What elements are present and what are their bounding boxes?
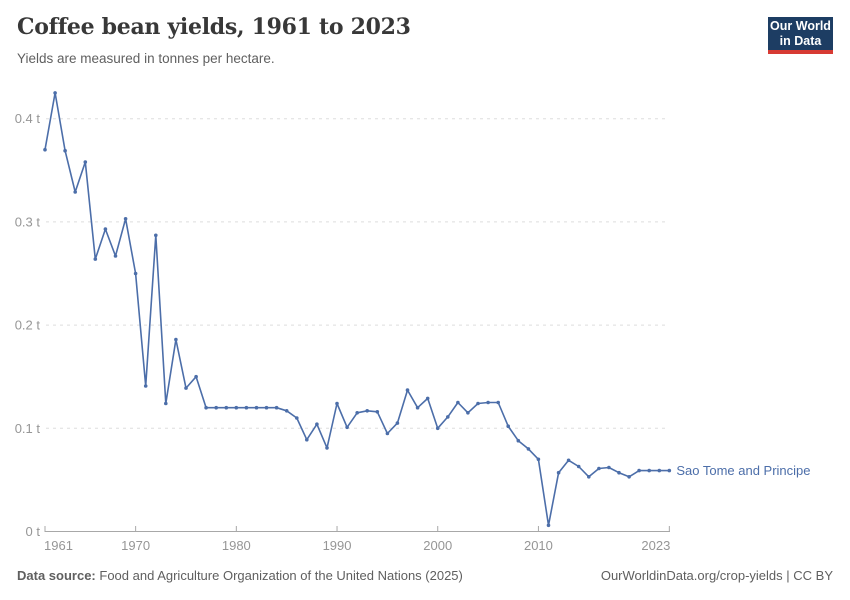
data-point[interactable] <box>647 468 651 473</box>
data-point[interactable] <box>315 422 319 427</box>
data-point[interactable] <box>576 464 581 469</box>
data-point[interactable] <box>274 405 279 410</box>
data-point[interactable] <box>164 401 168 406</box>
data-point[interactable] <box>123 217 128 221</box>
chart-footer: Data source: Food and Agriculture Organi… <box>17 568 833 583</box>
data-point[interactable] <box>284 409 289 413</box>
data-point[interactable] <box>657 468 662 473</box>
data-point[interactable] <box>536 457 541 462</box>
x-axis-tick-label: 2023 <box>641 538 670 553</box>
data-point[interactable] <box>546 523 551 528</box>
data-source-text: Food and Agriculture Organization of the… <box>99 568 463 583</box>
data-point[interactable] <box>174 337 178 342</box>
data-point[interactable] <box>53 91 57 95</box>
y-axis-tick-label: 0.4 t <box>15 111 41 126</box>
data-point[interactable] <box>405 388 410 392</box>
data-point[interactable] <box>446 415 450 419</box>
owid-logo-line1: Our World <box>770 19 831 33</box>
data-point[interactable] <box>627 475 631 479</box>
y-axis-tick-label: 0.2 t <box>15 318 41 333</box>
data-point[interactable] <box>214 405 218 410</box>
credit-link[interactable]: OurWorldinData.org/crop-yields | CC BY <box>600 568 833 583</box>
data-point[interactable] <box>345 425 349 430</box>
data-point[interactable] <box>435 426 440 431</box>
data-point[interactable] <box>194 374 198 379</box>
data-point[interactable] <box>335 401 339 406</box>
data-point[interactable] <box>133 271 138 276</box>
data-point[interactable] <box>325 446 329 450</box>
data-point[interactable] <box>667 468 672 473</box>
data-point[interactable] <box>113 254 118 258</box>
series-label[interactable]: Sao Tome and Principe <box>676 463 810 478</box>
data-point[interactable] <box>234 405 239 410</box>
data-point[interactable] <box>43 147 47 152</box>
data-point[interactable] <box>617 470 621 475</box>
data-point[interactable] <box>103 227 108 231</box>
data-point[interactable] <box>597 466 601 471</box>
data-source: Data source: Food and Agriculture Organi… <box>17 568 463 583</box>
data-point[interactable] <box>204 405 208 410</box>
x-axis-tick-label: 2000 <box>423 538 452 553</box>
data-point[interactable] <box>83 160 88 164</box>
data-point[interactable] <box>184 386 188 390</box>
data-point[interactable] <box>587 475 591 479</box>
y-axis-tick-label: 0.1 t <box>15 421 41 436</box>
x-axis-tick-label: 1970 <box>121 538 150 553</box>
data-point[interactable] <box>415 405 420 410</box>
x-axis-tick-label: 1990 <box>323 538 352 553</box>
data-point[interactable] <box>456 400 460 405</box>
data-point[interactable] <box>516 438 521 443</box>
data-point[interactable] <box>154 233 158 238</box>
data-point[interactable] <box>607 465 611 470</box>
x-axis-tick-label: 1961 <box>44 538 73 553</box>
data-point[interactable] <box>637 468 641 473</box>
y-axis-tick-label: 0.3 t <box>15 214 41 229</box>
data-point[interactable] <box>244 405 249 410</box>
data-point[interactable] <box>224 405 229 410</box>
data-point[interactable] <box>425 396 430 401</box>
data-point[interactable] <box>385 431 390 436</box>
data-point[interactable] <box>486 400 490 405</box>
y-axis-tick-label: 0 t <box>26 524 41 539</box>
data-point[interactable] <box>556 470 561 475</box>
data-point[interactable] <box>566 458 571 463</box>
x-axis-tick-label: 2010 <box>524 538 553 553</box>
data-source-label: Data source: <box>17 568 96 583</box>
data-point[interactable] <box>466 411 470 415</box>
data-point[interactable] <box>73 190 77 194</box>
data-point[interactable] <box>375 410 380 414</box>
owid-logo[interactable]: Our World in Data <box>768 17 833 54</box>
data-point[interactable] <box>93 257 98 261</box>
chart-subtitle: Yields are measured in tonnes per hectar… <box>17 51 275 66</box>
trend-line[interactable] <box>44 92 671 527</box>
data-point[interactable] <box>264 405 269 410</box>
chart-title: Coffee bean yields, 1961 to 2023 <box>17 14 411 40</box>
data-point[interactable] <box>496 400 501 405</box>
data-point[interactable] <box>143 384 148 388</box>
data-point[interactable] <box>295 416 299 420</box>
data-point[interactable] <box>395 421 400 425</box>
data-point[interactable] <box>254 405 259 410</box>
data-point[interactable] <box>365 409 370 413</box>
data-point[interactable] <box>305 437 309 442</box>
data-point[interactable] <box>63 148 67 153</box>
owid-logo-line2: in Data <box>779 34 822 48</box>
data-point[interactable] <box>476 401 480 406</box>
data-point[interactable] <box>506 424 511 429</box>
x-axis-tick-label: 1980 <box>222 538 251 553</box>
data-point[interactable] <box>355 411 360 415</box>
data-point[interactable] <box>526 447 531 451</box>
